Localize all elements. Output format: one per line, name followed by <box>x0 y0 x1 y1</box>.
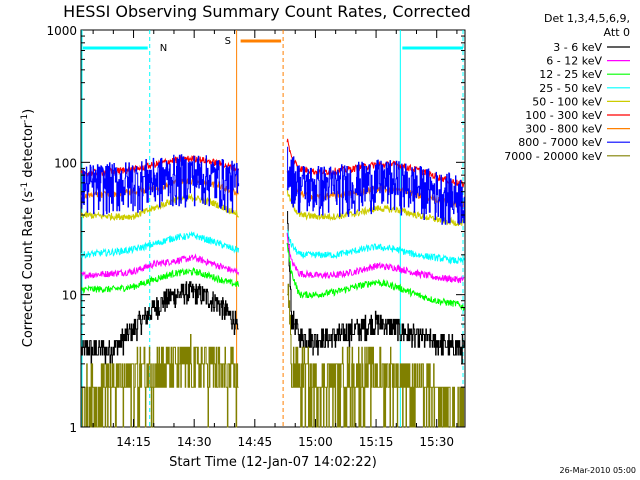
y-label-sup1: -1 <box>20 182 30 191</box>
series-line-7 <box>81 146 465 225</box>
x-tick-label: 14:30 <box>177 435 212 449</box>
chart-title: HESSI Observing Summary Count Rates, Cor… <box>63 2 471 21</box>
y-tick-label: 100 <box>54 156 77 170</box>
plot-area: NS <box>80 29 466 428</box>
legend-header-attenuator: Att 0 <box>604 26 630 39</box>
legend-header-detectors: Det 1,3,4,5,6,9, <box>544 12 630 25</box>
legend-label-7: 800 - 7000 keV <box>518 136 602 149</box>
legend-label-4: 50 - 100 keV <box>532 95 602 108</box>
y-label-sup2: -1 <box>20 114 30 123</box>
observing-annotations: NS <box>81 30 464 427</box>
legend-label-8: 7000 - 20000 keV <box>504 150 602 163</box>
x-axis-label: Start Time (12-Jan-07 14:02:22) <box>169 455 377 470</box>
plot-date-footer: 26-Mar-2010 05:00 <box>560 466 637 475</box>
x-tick-label: 14:15 <box>116 435 151 449</box>
series-line-0 <box>81 211 465 365</box>
y-axis: 1 10 100 1000 <box>46 24 465 435</box>
series-line-8 <box>81 283 465 428</box>
x-tick-label: 15:00 <box>298 435 333 449</box>
x-axis: 14:15 14:30 14:45 15:00 15:15 15:30 <box>92 30 458 449</box>
series-line-3 <box>80 229 465 265</box>
night-label: N <box>160 43 167 54</box>
legend-label-5: 100 - 300 keV <box>525 109 602 122</box>
series-layer <box>80 138 465 428</box>
y-tick-label: 1000 <box>46 24 77 38</box>
x-tick-label: 14:45 <box>238 435 273 449</box>
y-label-mid: detector <box>21 122 36 182</box>
saa-label: S <box>225 36 231 47</box>
legend-label-0: 3 - 6 keV <box>553 41 602 54</box>
legend-label-2: 12 - 25 keV <box>539 68 602 81</box>
y-tick-label: 10 <box>62 289 77 303</box>
x-tick-label: 15:15 <box>359 435 394 449</box>
legend-label-6: 300 - 800 keV <box>525 123 602 136</box>
y-label-suffix: ) <box>21 109 36 114</box>
legend-label-3: 25 - 50 keV <box>539 82 602 95</box>
y-label-prefix: Corrected Count Rate (s <box>21 191 36 348</box>
legend-label-1: 6 - 12 keV <box>546 55 602 68</box>
series-line-2 <box>81 242 465 312</box>
x-tick-label: 15:30 <box>419 435 454 449</box>
series-line-1 <box>81 232 465 284</box>
y-tick-label: 1 <box>69 421 77 435</box>
y-axis-label: Corrected Count Rate (s-1 detector-1) <box>20 109 36 347</box>
